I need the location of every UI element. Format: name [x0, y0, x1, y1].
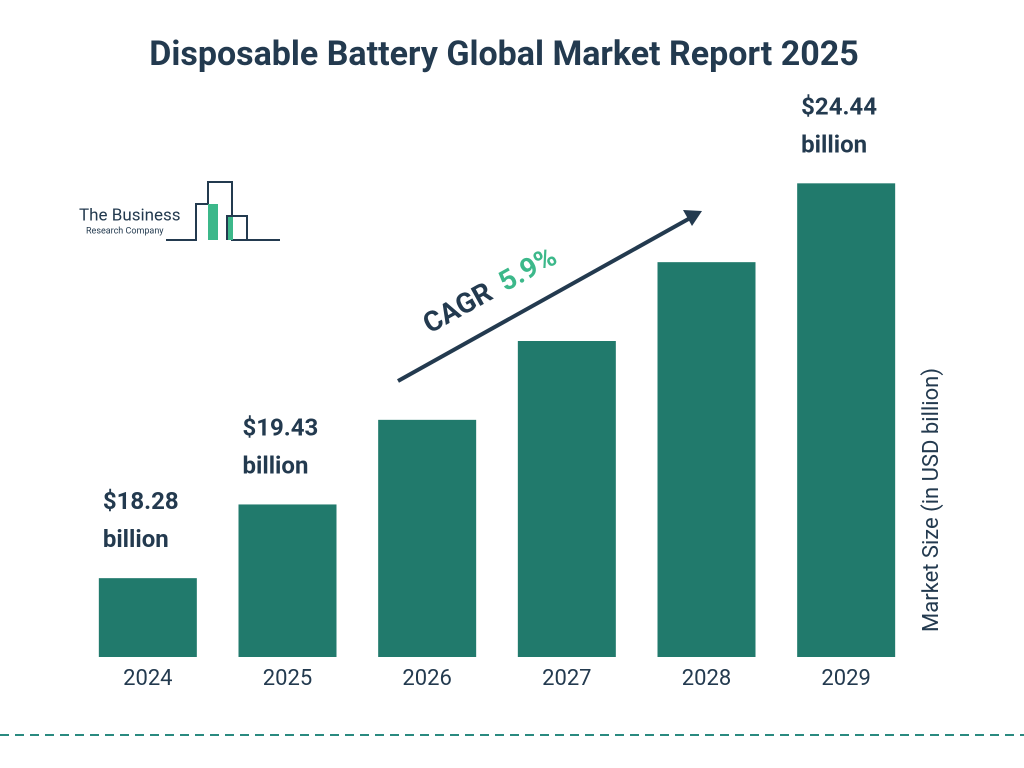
data-label: $19.43 billion [243, 414, 319, 480]
chart-title: Disposable Battery Global Market Report … [149, 34, 858, 74]
x-tick-label: 2025 [263, 666, 312, 691]
logo-bar [208, 204, 218, 240]
x-tick-label: 2027 [542, 666, 591, 691]
bar [657, 262, 756, 657]
bar [797, 183, 896, 657]
logo-text: The Business [79, 205, 181, 225]
y-axis-label: Market Size (in USD billion) [919, 368, 944, 632]
logo-bar [227, 216, 233, 240]
cagr-arrow [397, 215, 693, 383]
bar [238, 504, 337, 657]
cagr-value: 5.9% [493, 240, 562, 298]
bar [378, 419, 477, 657]
bar [98, 578, 197, 657]
data-label: $24.44 billion [801, 93, 877, 159]
data-label: $18.28 billion [103, 488, 179, 554]
x-tick-label: 2029 [821, 666, 870, 691]
x-tick-label: 2028 [682, 666, 731, 691]
cagr-arrowhead [683, 210, 702, 226]
logo-outline [166, 181, 280, 241]
cagr: CAGR 5.9% [417, 240, 562, 340]
x-tick-label: 2026 [402, 666, 451, 691]
logo-outline [226, 215, 248, 240]
logo: The Business Research Company [79, 181, 280, 241]
bar [517, 341, 616, 657]
x-tick-label: 2024 [123, 666, 172, 691]
logo-subtext: Research Company [86, 226, 164, 236]
